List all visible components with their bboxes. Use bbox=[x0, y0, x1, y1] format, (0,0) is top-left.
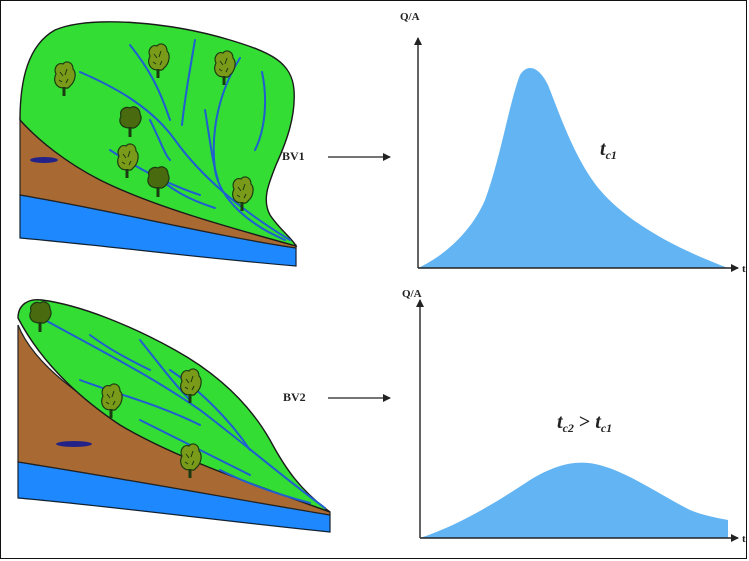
x-axis-label-bv1: t bbox=[742, 263, 746, 275]
hydrograph-area-bv2 bbox=[420, 462, 728, 538]
bv1-river-network bbox=[79, 39, 291, 241]
hydrograph-bv2: BV2 Q/A t tc2 > tc1 bbox=[283, 288, 746, 545]
x-axis-label-bv2: t bbox=[742, 533, 746, 545]
hydrograph-bv1: BV1 Q/A t tc1 bbox=[282, 11, 746, 275]
basin-label-bv1: BV1 bbox=[282, 149, 305, 163]
annotation-tc2-gt-tc1: tc2 > tc1 bbox=[557, 411, 612, 435]
bv1-vegetation-surface bbox=[19, 21, 298, 248]
hydrograph-area-bv1 bbox=[418, 67, 728, 268]
bv2-lake bbox=[56, 441, 92, 447]
bv1-lake bbox=[30, 157, 58, 163]
y-axis-label-bv1: Q/A bbox=[400, 11, 420, 23]
basin-bv2 bbox=[17, 298, 331, 533]
bv2-vegetation-surface bbox=[17, 298, 331, 513]
y-axis-label-bv2: Q/A bbox=[402, 288, 422, 300]
basin-label-bv2: BV2 bbox=[283, 390, 306, 404]
basin-bv1 bbox=[19, 21, 298, 267]
annotation-tc1: tc1 bbox=[600, 138, 617, 162]
